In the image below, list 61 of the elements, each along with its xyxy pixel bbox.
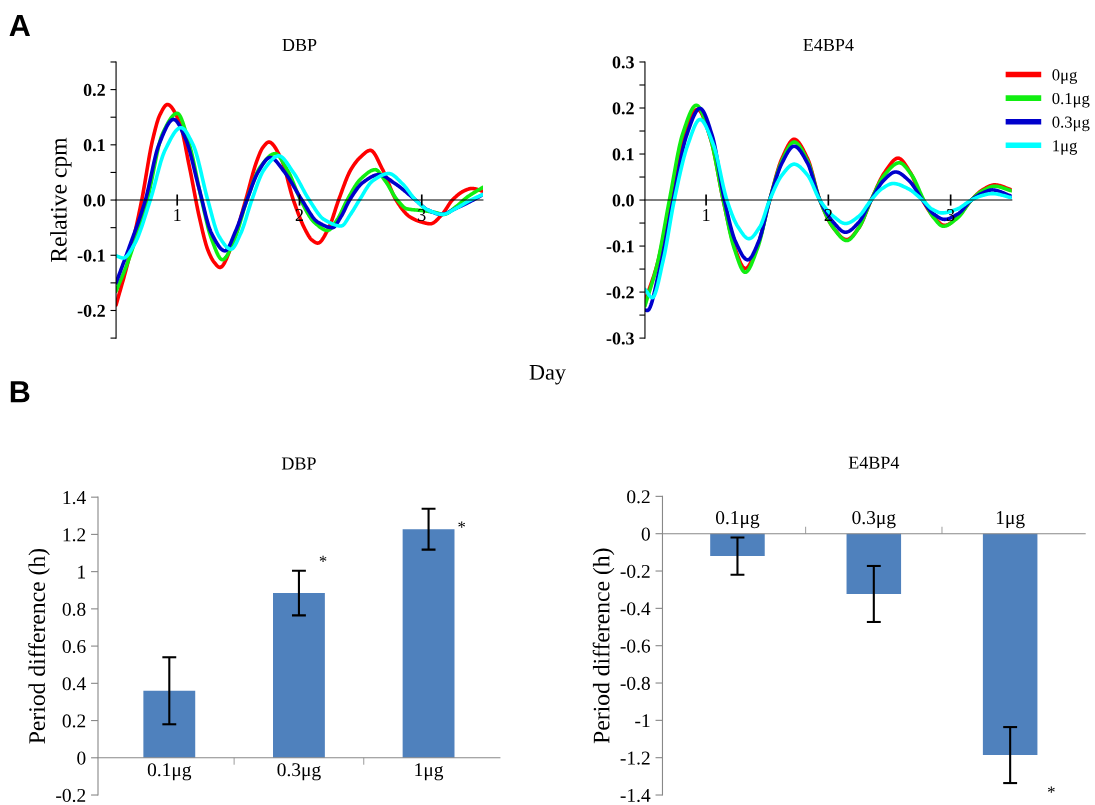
- y-tick-label: 0.0: [612, 194, 634, 207]
- x-tick-label: 0.3μg: [277, 763, 321, 781]
- chart-title: E4BP4: [848, 456, 900, 469]
- annotation: *: [1047, 786, 1055, 793]
- y-axis-title: Period difference (h): [592, 548, 615, 744]
- chart-title: E4BP4: [803, 38, 854, 51]
- x-tick-label: 0.1μg: [715, 511, 760, 529]
- y-tick-label: -0.4: [620, 602, 651, 616]
- y-tick-label: -0.2: [620, 564, 650, 579]
- annotation: *: [319, 555, 327, 562]
- y-tick-label: 0.3: [612, 56, 634, 69]
- x-axis-title: Day: [529, 365, 566, 385]
- y-tick-label: -0.8: [620, 676, 650, 691]
- y-tick-label: -0.2: [606, 286, 634, 299]
- text: A: [9, 15, 31, 37]
- legend-label: 0.1μg: [1052, 92, 1090, 108]
- legend-label: 0.3μg: [1052, 116, 1090, 132]
- y-tick-label: -0.2: [56, 788, 86, 803]
- chart-title: DBP: [281, 457, 316, 470]
- y-tick-label: 1.4: [63, 491, 86, 505]
- y-tick-label: 0.1: [612, 148, 634, 161]
- y-tick-label: 0.4: [62, 677, 86, 691]
- x-tick-label: 3: [946, 208, 955, 222]
- legend-label: 0μg: [1052, 69, 1078, 84]
- legend-label: 1μg: [1053, 140, 1078, 155]
- x-tick-label: 0.1μg: [147, 763, 192, 781]
- bar: [143, 690, 196, 758]
- y-tick-label: 0.2: [627, 490, 650, 504]
- y-tick-label: 0.1: [83, 139, 105, 152]
- y-axis-title: Period difference (h): [28, 549, 50, 744]
- y-tick-label: 0.8: [62, 602, 86, 616]
- y-tick-label: 0.6: [62, 639, 86, 654]
- y-tick-label: 0.0: [83, 194, 105, 207]
- y-tick-label: 0.2: [612, 102, 634, 115]
- bar: [402, 529, 455, 758]
- y-tick-label: 0.2: [83, 83, 105, 97]
- y-tick-label: -0.1: [606, 240, 634, 253]
- y-tick-label: -1.4: [620, 788, 651, 803]
- y-tick-label: 1.2: [63, 528, 86, 542]
- y-tick-label: -1.2: [620, 751, 650, 765]
- x-tick-label: 1μg: [996, 511, 1025, 529]
- annotation: *: [458, 521, 466, 528]
- y-tick-label: -0.2: [77, 304, 105, 318]
- x-tick-label: 1: [703, 208, 710, 221]
- y-tick-label: 0: [641, 527, 650, 541]
- text: B: [10, 381, 30, 403]
- x-tick-label: 2: [824, 208, 832, 221]
- y-tick-label: -1: [635, 714, 650, 728]
- y-tick-label: -0.6: [620, 639, 651, 653]
- y-tick-label: -0.1: [77, 249, 105, 262]
- bar: [273, 593, 325, 758]
- y-axis-title: Relative cpm: [50, 137, 72, 262]
- y-tick-label: 0: [77, 751, 86, 765]
- x-tick-label: 0.3μg: [852, 511, 896, 529]
- chart-title: DBP: [282, 39, 317, 51]
- x-tick-label: 3: [418, 208, 426, 222]
- y-tick-label: -0.3: [606, 332, 634, 345]
- y-tick-label: 1: [78, 565, 86, 579]
- y-tick-label: 0.2: [62, 714, 86, 728]
- x-tick-label: 1μg: [415, 763, 444, 781]
- x-tick-label: 1: [174, 208, 181, 221]
